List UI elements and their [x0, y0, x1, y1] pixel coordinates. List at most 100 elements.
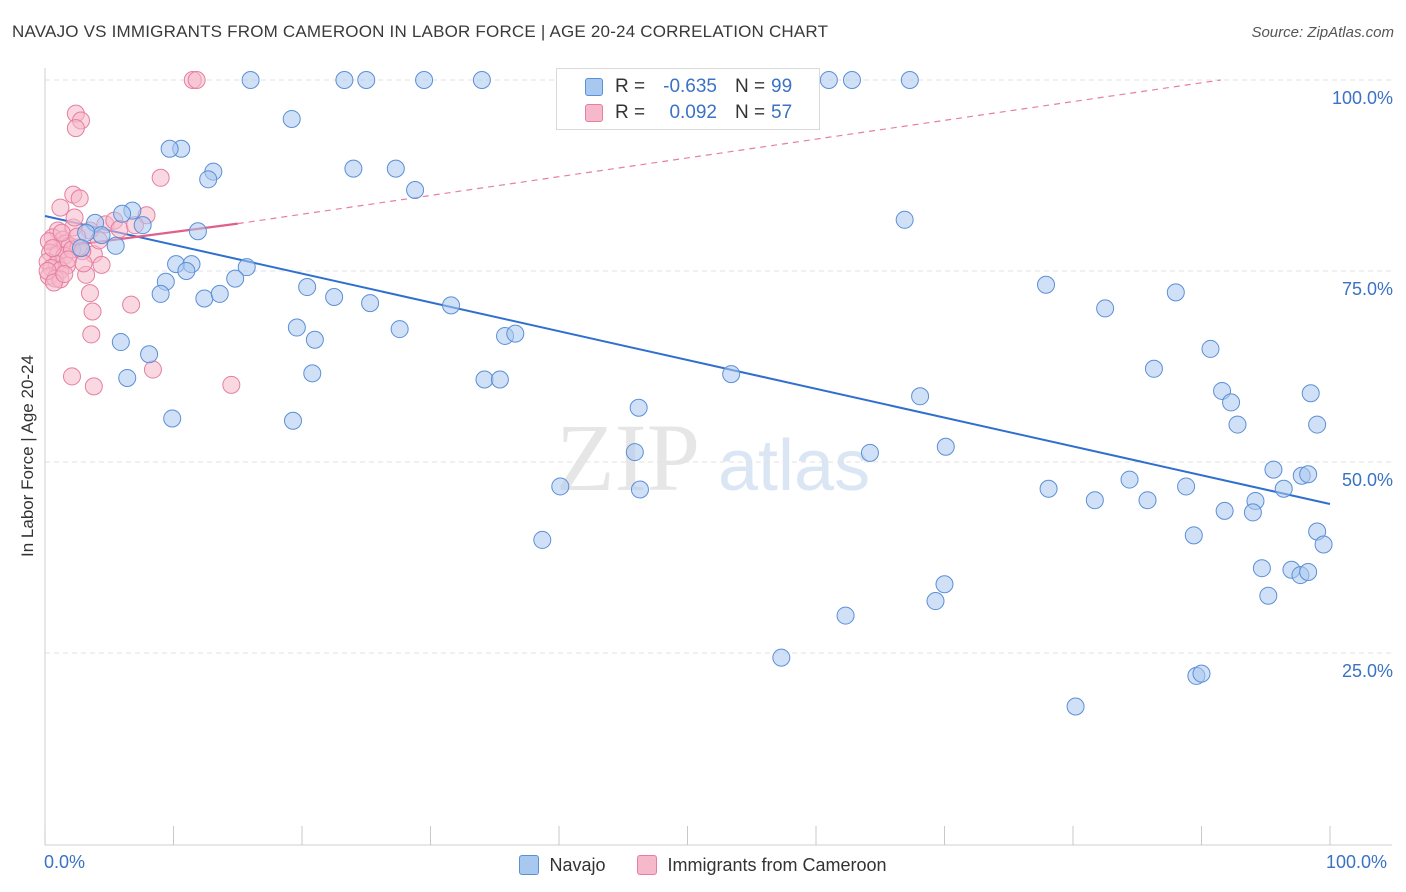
data-point-navajo: [241, 71, 260, 89]
data-point-cameroon: [55, 265, 74, 284]
axes: [44, 68, 1392, 846]
data-point-cameroon: [62, 367, 81, 386]
data-point-navajo: [298, 278, 317, 297]
legend-label-navajo: Navajo: [549, 854, 606, 875]
legend-item-navajo[interactable]: Navajo: [519, 855, 605, 876]
data-point-navajo: [118, 368, 137, 387]
n-value: 99: [771, 76, 793, 97]
data-point-navajo: [113, 204, 132, 223]
data-point-navajo: [629, 398, 648, 417]
data-point-navajo: [325, 287, 344, 306]
x-tick-label-min: 0.0%: [44, 852, 86, 872]
data-point-navajo: [406, 181, 425, 200]
data-point-navajo: [472, 71, 491, 89]
y-tick-label: 100.0%: [1332, 88, 1393, 108]
data-point-navajo: [722, 365, 741, 384]
data-point-navajo: [335, 71, 354, 89]
data-point-navajo: [287, 318, 306, 337]
data-point-navajo: [390, 320, 409, 339]
data-point-navajo: [1308, 415, 1327, 434]
data-point-navajo: [475, 370, 494, 389]
y-tick-label: 75.0%: [1342, 279, 1393, 299]
data-point-navajo: [819, 71, 838, 89]
data-point-navajo: [140, 345, 159, 364]
data-point-navajo: [936, 437, 955, 456]
trend-line-cameroon-extension: [237, 79, 1221, 225]
data-point-navajo: [442, 296, 461, 315]
data-point-cameroon: [92, 255, 111, 274]
watermark: ZIP atlas: [556, 404, 870, 511]
data-point-navajo: [1274, 479, 1293, 498]
data-point-cameroon: [65, 208, 84, 227]
r-label: R =: [615, 102, 646, 123]
data-point-navajo: [195, 289, 214, 308]
y-tick-labels: 25.0% 50.0% 75.0% 100.0%: [1332, 88, 1393, 681]
data-point-cameroon: [110, 219, 129, 238]
data-point-cameroon: [43, 239, 62, 258]
data-point-navajo: [303, 364, 322, 383]
data-point-navajo: [1120, 470, 1139, 489]
data-point-navajo: [1066, 697, 1085, 716]
data-point-navajo: [630, 480, 649, 499]
n-label: N =: [735, 76, 766, 97]
watermark-atlas: atlas: [718, 426, 870, 506]
r-value: -0.635: [663, 76, 717, 97]
legend-label-cameroon: Immigrants from Cameroon: [667, 854, 887, 875]
data-point-navajo: [1243, 503, 1262, 522]
data-point-navajo: [226, 269, 245, 288]
data-point-navajo: [1166, 283, 1185, 302]
data-point-navajo: [163, 409, 182, 428]
data-point-navajo: [344, 159, 363, 178]
data-point-navajo: [1299, 465, 1318, 484]
data-point-cameroon: [74, 254, 93, 273]
data-point-navajo: [1177, 477, 1196, 496]
data-point-navajo: [1301, 384, 1320, 403]
data-point-cameroon: [84, 377, 103, 396]
data-point-navajo: [1314, 535, 1333, 554]
data-point-navajo: [199, 170, 218, 189]
data-point-cameroon: [52, 223, 71, 242]
data-point-navajo: [1085, 491, 1104, 510]
data-point-navajo: [92, 226, 111, 245]
data-point-navajo: [1201, 339, 1220, 358]
stats-row-navajo: R = -0.635 N = 99: [557, 76, 819, 102]
navajo-swatch: [585, 78, 603, 96]
data-point-navajo: [1144, 359, 1163, 378]
data-point-navajo: [111, 333, 130, 352]
data-point-navajo: [237, 258, 256, 277]
data-point-navajo: [1184, 526, 1203, 545]
legend-item-cameroon[interactable]: Immigrants from Cameroon: [637, 854, 887, 876]
data-point-navajo: [1138, 491, 1157, 510]
data-point-navajo: [386, 159, 405, 178]
data-point-navajo: [106, 236, 125, 255]
data-point-navajo: [71, 239, 90, 258]
chart-title: NAVAJO VS IMMIGRANTS FROM CAMEROON IN LA…: [12, 22, 829, 41]
data-point-navajo: [533, 530, 552, 549]
data-point-cameroon: [122, 295, 141, 314]
trend-line-navajo: [44, 215, 1331, 505]
data-point-navajo: [151, 284, 170, 303]
x-tick-label-max: 100.0%: [1326, 852, 1388, 872]
legend-swatch-navajo: [519, 855, 540, 875]
data-point-navajo: [895, 210, 914, 229]
data-point-cameroon: [66, 119, 85, 138]
data-point-navajo: [284, 411, 303, 430]
n-label: N =: [735, 102, 766, 123]
data-point-navajo: [305, 330, 324, 349]
data-point-navajo: [1037, 275, 1056, 294]
data-point-cameroon: [143, 360, 162, 379]
data-point-navajo: [625, 443, 644, 462]
data-point-navajo: [1039, 479, 1058, 498]
r-label: R =: [615, 76, 646, 97]
data-point-navajo: [911, 387, 930, 406]
data-point-navajo: [1096, 299, 1115, 318]
data-point-navajo: [926, 592, 945, 611]
legend: Navajo Immigrants from Cameroon: [0, 852, 1406, 878]
stats-row-cameroon: R = 0.092 N = 57: [557, 102, 819, 128]
data-point-cameroon: [80, 284, 99, 303]
r-value: 0.092: [669, 102, 717, 123]
data-point-cameroon: [222, 375, 241, 394]
data-point-navajo: [1299, 563, 1318, 582]
data-point-navajo: [1264, 460, 1283, 479]
data-point-navajo: [210, 284, 229, 303]
